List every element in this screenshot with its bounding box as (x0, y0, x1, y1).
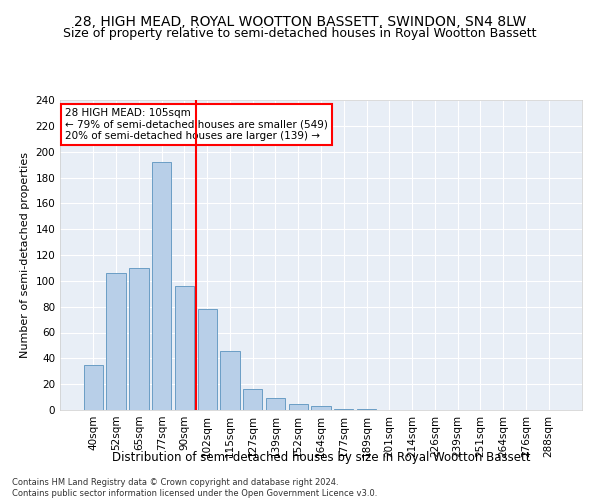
Bar (266, 398, 285, 410)
Text: Contains HM Land Registry data © Crown copyright and database right 2024.
Contai: Contains HM Land Registry data © Crown c… (12, 478, 377, 498)
Bar (357, 408, 376, 410)
Y-axis label: Number of semi-detached properties: Number of semi-detached properties (20, 152, 30, 358)
Bar (84, 365, 103, 410)
Text: Size of property relative to semi-detached houses in Royal Wootton Bassett: Size of property relative to semi-detach… (63, 28, 537, 40)
Bar (220, 350, 239, 410)
Bar (289, 404, 308, 410)
Bar (334, 408, 353, 410)
Bar (243, 390, 262, 410)
Text: Distribution of semi-detached houses by size in Royal Wootton Bassett: Distribution of semi-detached houses by … (112, 451, 530, 464)
Bar (129, 268, 149, 410)
Text: 28 HIGH MEAD: 105sqm
← 79% of semi-detached houses are smaller (549)
20% of semi: 28 HIGH MEAD: 105sqm ← 79% of semi-detac… (65, 108, 328, 141)
Bar (311, 406, 331, 410)
Bar (106, 273, 126, 410)
Text: 28, HIGH MEAD, ROYAL WOOTTON BASSETT, SWINDON, SN4 8LW: 28, HIGH MEAD, ROYAL WOOTTON BASSETT, SW… (74, 15, 526, 29)
Bar (175, 286, 194, 410)
Bar (152, 162, 172, 410)
Bar (197, 309, 217, 410)
